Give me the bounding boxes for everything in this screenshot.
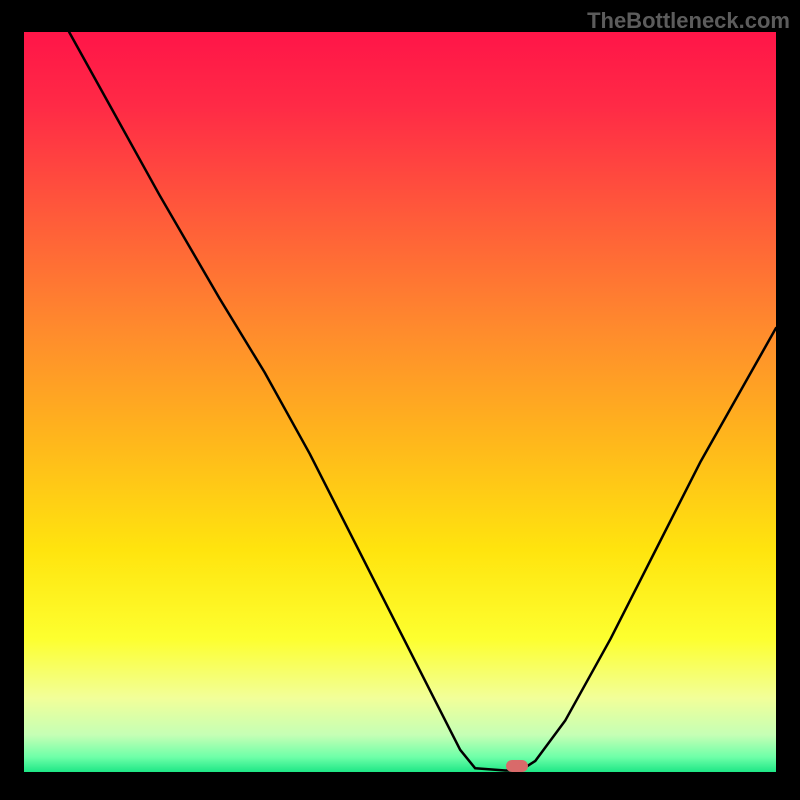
optimal-marker (506, 760, 528, 772)
bottleneck-chart: TheBottleneck.com (0, 0, 800, 800)
bottleneck-curve (24, 32, 776, 772)
watermark-label: TheBottleneck.com (587, 8, 790, 34)
